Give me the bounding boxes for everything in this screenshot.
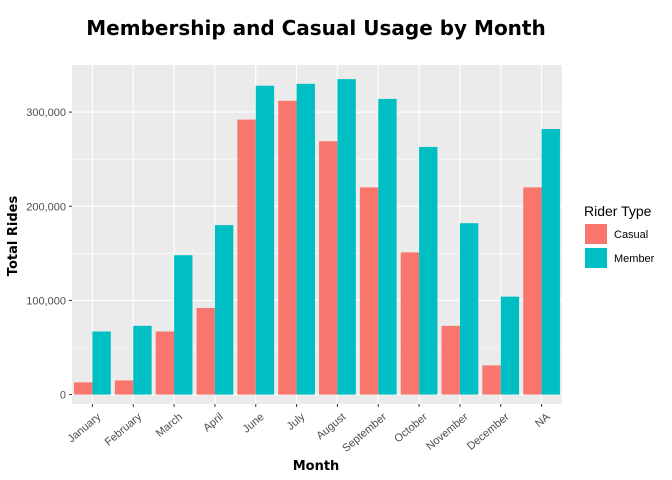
x-tick-label-october: October bbox=[392, 411, 430, 446]
bar-member-march bbox=[174, 255, 193, 395]
x-axis: January February March April June July AugustS… bbox=[66, 404, 553, 455]
y-tick-label: 300,000 bbox=[26, 107, 66, 119]
bar-casual-na bbox=[523, 187, 542, 395]
bar-member-july bbox=[296, 83, 315, 395]
legend-label-member: Member bbox=[614, 253, 655, 265]
x-tick-label-april: April bbox=[201, 411, 226, 434]
chart-title: Membership and Casual Usage by Month bbox=[86, 16, 545, 40]
legend: Rider Type Casual Member bbox=[584, 203, 655, 268]
y-tick-label: 100,000 bbox=[26, 295, 66, 307]
grid-minor bbox=[72, 158, 562, 348]
x-tick-label-december: December bbox=[465, 411, 512, 453]
bar-casual-november bbox=[441, 325, 460, 395]
bars bbox=[74, 79, 560, 395]
x-tick-label-june: June bbox=[241, 411, 267, 436]
bar-member-april bbox=[214, 225, 234, 395]
y-axis-title: Total Rides bbox=[6, 196, 21, 277]
bar-casual-march bbox=[155, 331, 175, 395]
bar-member-na bbox=[541, 129, 560, 395]
legend-key-casual bbox=[585, 224, 607, 244]
x-tick-label-november: November bbox=[424, 411, 471, 453]
bar-casual-october bbox=[400, 252, 420, 395]
bar-casual-september bbox=[359, 187, 379, 395]
x-tick-label-july: July bbox=[285, 411, 308, 433]
bar-member-june bbox=[255, 85, 275, 395]
x-tick-label-january: January bbox=[66, 411, 104, 446]
bar-member-december bbox=[500, 296, 520, 395]
y-tick-label: 200,000 bbox=[26, 201, 66, 213]
bar-casual-august bbox=[319, 141, 338, 395]
x-tick-label-august: August bbox=[314, 411, 348, 442]
x-tick-label-march: March bbox=[154, 411, 185, 440]
legend-title: Rider Type bbox=[584, 203, 652, 219]
x-tick-label-february: February bbox=[103, 411, 145, 449]
bar-casual-february bbox=[114, 380, 134, 395]
x-axis-title: Month bbox=[293, 459, 340, 474]
bar-member-october bbox=[419, 146, 438, 395]
y-axis: 0 100,000 200,000 300,000 bbox=[26, 107, 72, 402]
y-tick-label: 0 bbox=[60, 390, 66, 402]
bar-casual-june bbox=[237, 119, 256, 395]
bar-casual-december bbox=[482, 365, 501, 395]
bar-casual-july bbox=[278, 100, 297, 395]
x-tick-label-september: September bbox=[340, 411, 389, 455]
bar-casual-april bbox=[196, 307, 215, 395]
bar-member-november bbox=[459, 223, 479, 395]
bar-casual-january bbox=[74, 382, 93, 395]
bar-member-january bbox=[92, 331, 111, 395]
bar-member-september bbox=[378, 98, 397, 395]
legend-key-member bbox=[585, 248, 607, 268]
x-tick-label-na: NA bbox=[533, 411, 553, 430]
bar-member-february bbox=[133, 325, 152, 395]
legend-label-casual: Casual bbox=[614, 229, 648, 241]
bar-member-august bbox=[337, 79, 356, 395]
